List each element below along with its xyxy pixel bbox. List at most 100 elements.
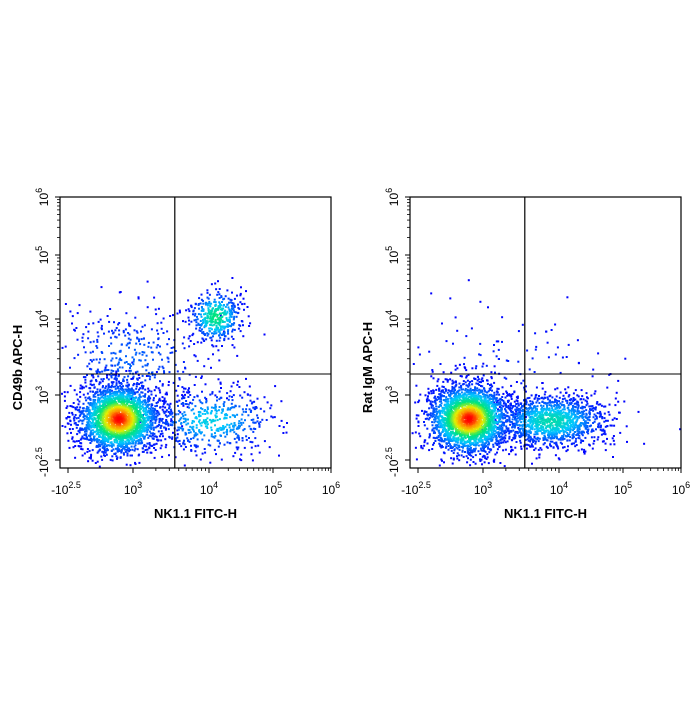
event-dot xyxy=(116,382,118,384)
event-dot xyxy=(224,331,226,333)
event-dot xyxy=(82,455,84,457)
event-dot xyxy=(136,391,138,393)
event-dot xyxy=(197,360,199,362)
event-dot xyxy=(249,322,251,324)
event-dot xyxy=(226,424,228,426)
event-dot xyxy=(227,306,229,308)
event-dot xyxy=(437,380,439,382)
event-dot xyxy=(534,371,536,373)
event-dot xyxy=(453,458,455,460)
event-dot xyxy=(152,427,154,429)
event-dot xyxy=(119,351,121,353)
event-dot xyxy=(535,349,537,351)
event-dot xyxy=(565,400,567,402)
event-dot xyxy=(128,338,130,340)
event-dot xyxy=(456,330,458,332)
event-dot xyxy=(158,387,160,389)
event-dot xyxy=(86,451,88,453)
event-dot xyxy=(88,323,90,325)
event-dot xyxy=(145,449,147,451)
event-dot xyxy=(250,411,252,413)
event-dot xyxy=(229,416,231,418)
event-dot xyxy=(207,412,209,414)
event-dot xyxy=(545,331,547,333)
event-dot xyxy=(496,355,498,357)
event-dot xyxy=(245,290,247,292)
event-dot xyxy=(538,457,540,459)
event-dot xyxy=(207,307,209,309)
event-dot xyxy=(453,452,455,454)
event-dot xyxy=(78,401,80,403)
event-dot xyxy=(157,344,159,346)
event-dot xyxy=(109,435,111,437)
event-dot xyxy=(200,303,202,305)
event-dot xyxy=(461,375,463,377)
event-dot xyxy=(248,325,250,327)
event-dot xyxy=(480,354,482,356)
event-dot xyxy=(90,399,92,401)
event-dot xyxy=(154,376,156,378)
event-dot xyxy=(143,338,145,340)
event-dot xyxy=(230,390,232,392)
event-dot xyxy=(140,438,142,440)
event-dot xyxy=(136,338,138,340)
event-dot xyxy=(233,347,235,349)
event-dot xyxy=(470,459,472,461)
event-dot xyxy=(131,432,133,434)
event-dot xyxy=(505,435,507,437)
event-dot xyxy=(452,343,454,345)
event-dot xyxy=(245,411,247,413)
event-dot xyxy=(566,440,568,442)
event-dot xyxy=(163,332,165,334)
event-dot xyxy=(581,448,583,450)
event-dot xyxy=(510,430,512,432)
event-dot xyxy=(449,297,451,299)
event-dot xyxy=(605,433,607,435)
event-dot xyxy=(198,297,200,299)
event-dot xyxy=(426,400,428,402)
event-dot xyxy=(228,399,230,401)
event-dot xyxy=(113,321,115,323)
event-dot xyxy=(220,328,222,330)
event-dot xyxy=(172,416,174,418)
event-dot xyxy=(117,323,119,325)
event-dot xyxy=(574,399,576,401)
event-dot xyxy=(135,352,137,354)
event-dot xyxy=(572,443,574,445)
event-dot xyxy=(110,364,112,366)
event-dot xyxy=(170,418,172,420)
event-dot xyxy=(69,428,71,430)
event-dot xyxy=(87,460,89,462)
event-dot xyxy=(111,455,113,457)
event-dot xyxy=(147,397,149,399)
event-dot xyxy=(98,362,100,364)
event-dot xyxy=(241,303,243,305)
event-dot xyxy=(597,412,599,414)
event-dot xyxy=(83,403,85,405)
event-dot xyxy=(181,386,183,388)
event-dot xyxy=(199,327,201,329)
event-dot xyxy=(144,413,146,415)
event-dot xyxy=(495,442,497,444)
event-dot xyxy=(469,464,471,466)
y-tick-label: 104 xyxy=(34,310,51,328)
event-dot xyxy=(230,301,232,303)
event-dot xyxy=(100,394,102,396)
event-dot xyxy=(451,450,453,452)
event-dot xyxy=(175,390,177,392)
event-dot xyxy=(594,418,596,420)
event-dot xyxy=(214,404,216,406)
event-dot xyxy=(162,385,164,387)
event-dot xyxy=(254,437,256,439)
event-dot xyxy=(87,448,89,450)
event-dot xyxy=(242,324,244,326)
event-dot xyxy=(215,321,217,323)
event-dot xyxy=(481,463,483,465)
event-dot xyxy=(168,454,170,456)
event-dot xyxy=(237,304,239,306)
event-dot xyxy=(237,312,239,314)
event-dot xyxy=(95,404,97,406)
event-dot xyxy=(185,321,187,323)
event-dot xyxy=(425,394,427,396)
event-dot xyxy=(119,366,121,368)
